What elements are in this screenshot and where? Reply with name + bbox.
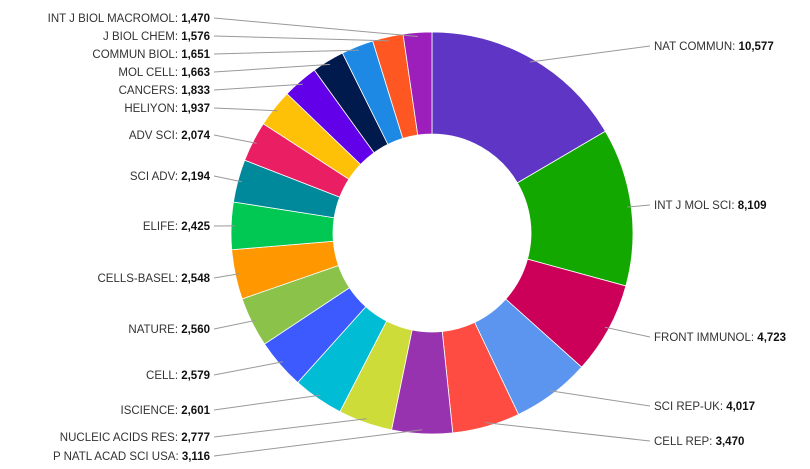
label-int-j-biol-macromol: INT J BIOL MACROMOL: 1,470 bbox=[48, 13, 210, 25]
chart-leader-lines bbox=[213, 17, 651, 457]
leader-line-adv-sci bbox=[213, 134, 257, 144]
label-cell: CELL: 2,579 bbox=[146, 370, 210, 382]
slice-nat-commun[interactable] bbox=[431, 31, 606, 184]
slice-int-j-biol-macromol[interactable] bbox=[402, 31, 433, 136]
label-sci-adv: SCI ADV: 2,194 bbox=[130, 171, 211, 183]
leader-line-sci-rep-uk bbox=[549, 390, 651, 407]
leader-line-int-j-mol-sci bbox=[627, 204, 651, 208]
label-elife: ELIFE: 2,425 bbox=[143, 221, 211, 233]
label-j-biol-chem: J BIOL CHEM: 1,576 bbox=[103, 31, 210, 43]
leader-line-sci-adv bbox=[213, 175, 242, 183]
label-int-j-mol-sci: INT J MOL SCI: 8,109 bbox=[654, 200, 767, 212]
leader-line-nature bbox=[213, 319, 256, 330]
leader-line-cells-basel bbox=[213, 273, 240, 279]
chart-labels: NAT COMMUN: 10,577 INT J MOL SCI: 8,109 FR… bbox=[48, 13, 786, 463]
leader-line-front-immunol bbox=[604, 326, 651, 338]
label-commun-biol: COMMUN BIOL: 1,651 bbox=[92, 49, 210, 61]
label-cell-rep: CELL REP: 3,470 bbox=[654, 436, 744, 448]
label-cancers: CANCERS: 1,833 bbox=[119, 85, 210, 97]
leader-line-j-biol-chem bbox=[213, 35, 389, 42]
label-nucleic-acids-res: NUCLEIC ACIDS RES: 2,777 bbox=[60, 432, 210, 444]
label-nat-commun: NAT COMMUN: 10,577 bbox=[654, 41, 774, 53]
chart-slices bbox=[230, 31, 634, 435]
label-sci-rep-uk: SCI REP-UK: 4,017 bbox=[654, 401, 755, 413]
label-front-immunol: FRONT IMMUNOL: 4,723 bbox=[654, 332, 786, 344]
label-mol-cell: MOL CELL: 1,663 bbox=[118, 67, 210, 79]
leader-line-cell-rep bbox=[485, 422, 651, 442]
label-adv-sci: ADV SCI: 2,074 bbox=[129, 130, 211, 142]
leader-line-heliyon bbox=[213, 107, 278, 112]
leader-line-iscience bbox=[213, 394, 321, 411]
leader-line-nat-commun bbox=[529, 45, 651, 63]
leader-line-commun-biol bbox=[213, 49, 359, 55]
leader-line-cell bbox=[213, 361, 283, 376]
leader-line-mol-cell bbox=[213, 63, 331, 73]
leader-line-p-natl-acad-sci-usa bbox=[213, 429, 423, 457]
label-heliyon: HELIYON: 1,937 bbox=[124, 103, 210, 115]
label-p-natl-acad-sci-usa: P NATL ACAD SCI USA: 3,116 bbox=[53, 451, 210, 463]
leader-line-nucleic-acids-res bbox=[213, 418, 367, 438]
label-nature: NATURE: 2,560 bbox=[128, 324, 210, 336]
label-cells-basel: CELLS-BASEL: 2,548 bbox=[97, 273, 210, 285]
leader-line-int-j-biol-macromol bbox=[213, 17, 418, 37]
label-iscience: ISCIENCE: 2,601 bbox=[121, 405, 211, 417]
leader-line-cancers bbox=[213, 83, 303, 91]
